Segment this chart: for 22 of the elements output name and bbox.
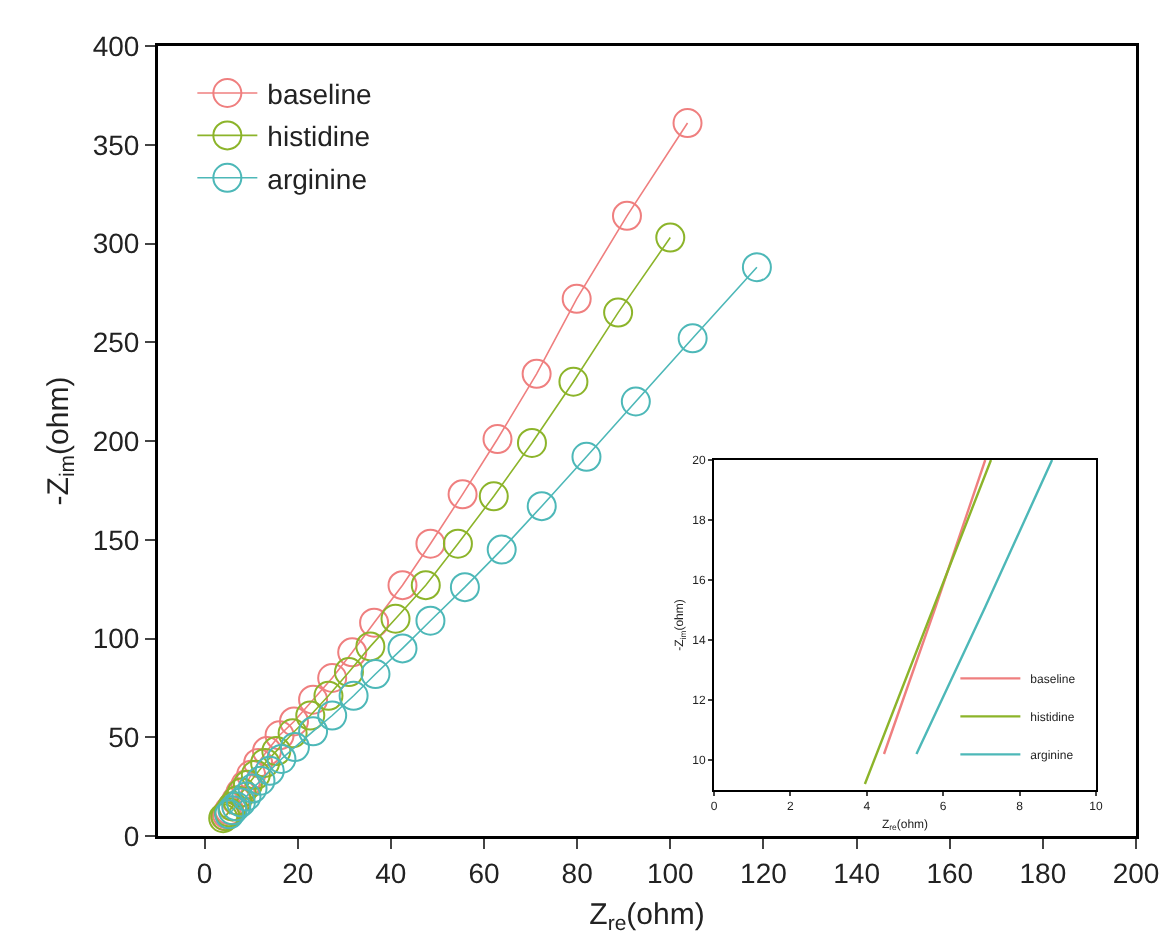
- x-tick-label: 20: [282, 856, 314, 889]
- legend-label: arginine: [267, 162, 368, 195]
- x-tick-label: 120: [740, 856, 788, 889]
- x-tick-label: 0: [196, 856, 213, 889]
- y-tick-label: 150: [92, 523, 140, 556]
- x-tick-label: 180: [1019, 856, 1067, 889]
- legend-label: baseline: [267, 77, 373, 110]
- x-tick-label: 160: [926, 856, 974, 889]
- y-tick-label: 350: [92, 128, 140, 161]
- y-tick-label: 300: [92, 227, 140, 260]
- y-tick-label: 50: [108, 721, 140, 754]
- y-tick-label: 200: [92, 424, 140, 457]
- y-tick-label: 100: [92, 622, 140, 655]
- legend-label: histidine: [267, 120, 371, 153]
- y-tick-label: 250: [92, 326, 140, 359]
- y-tick-label: 400: [92, 29, 140, 62]
- x-axis-title: Z$_{re}$(ohm): [589, 898, 705, 937]
- x-tick-label: 80: [561, 856, 594, 889]
- x-tick-label: 200: [1112, 856, 1160, 889]
- x-tick-label: 40: [375, 856, 407, 889]
- x-tick-label: 60: [468, 856, 500, 889]
- x-tick-label: 140: [833, 856, 881, 889]
